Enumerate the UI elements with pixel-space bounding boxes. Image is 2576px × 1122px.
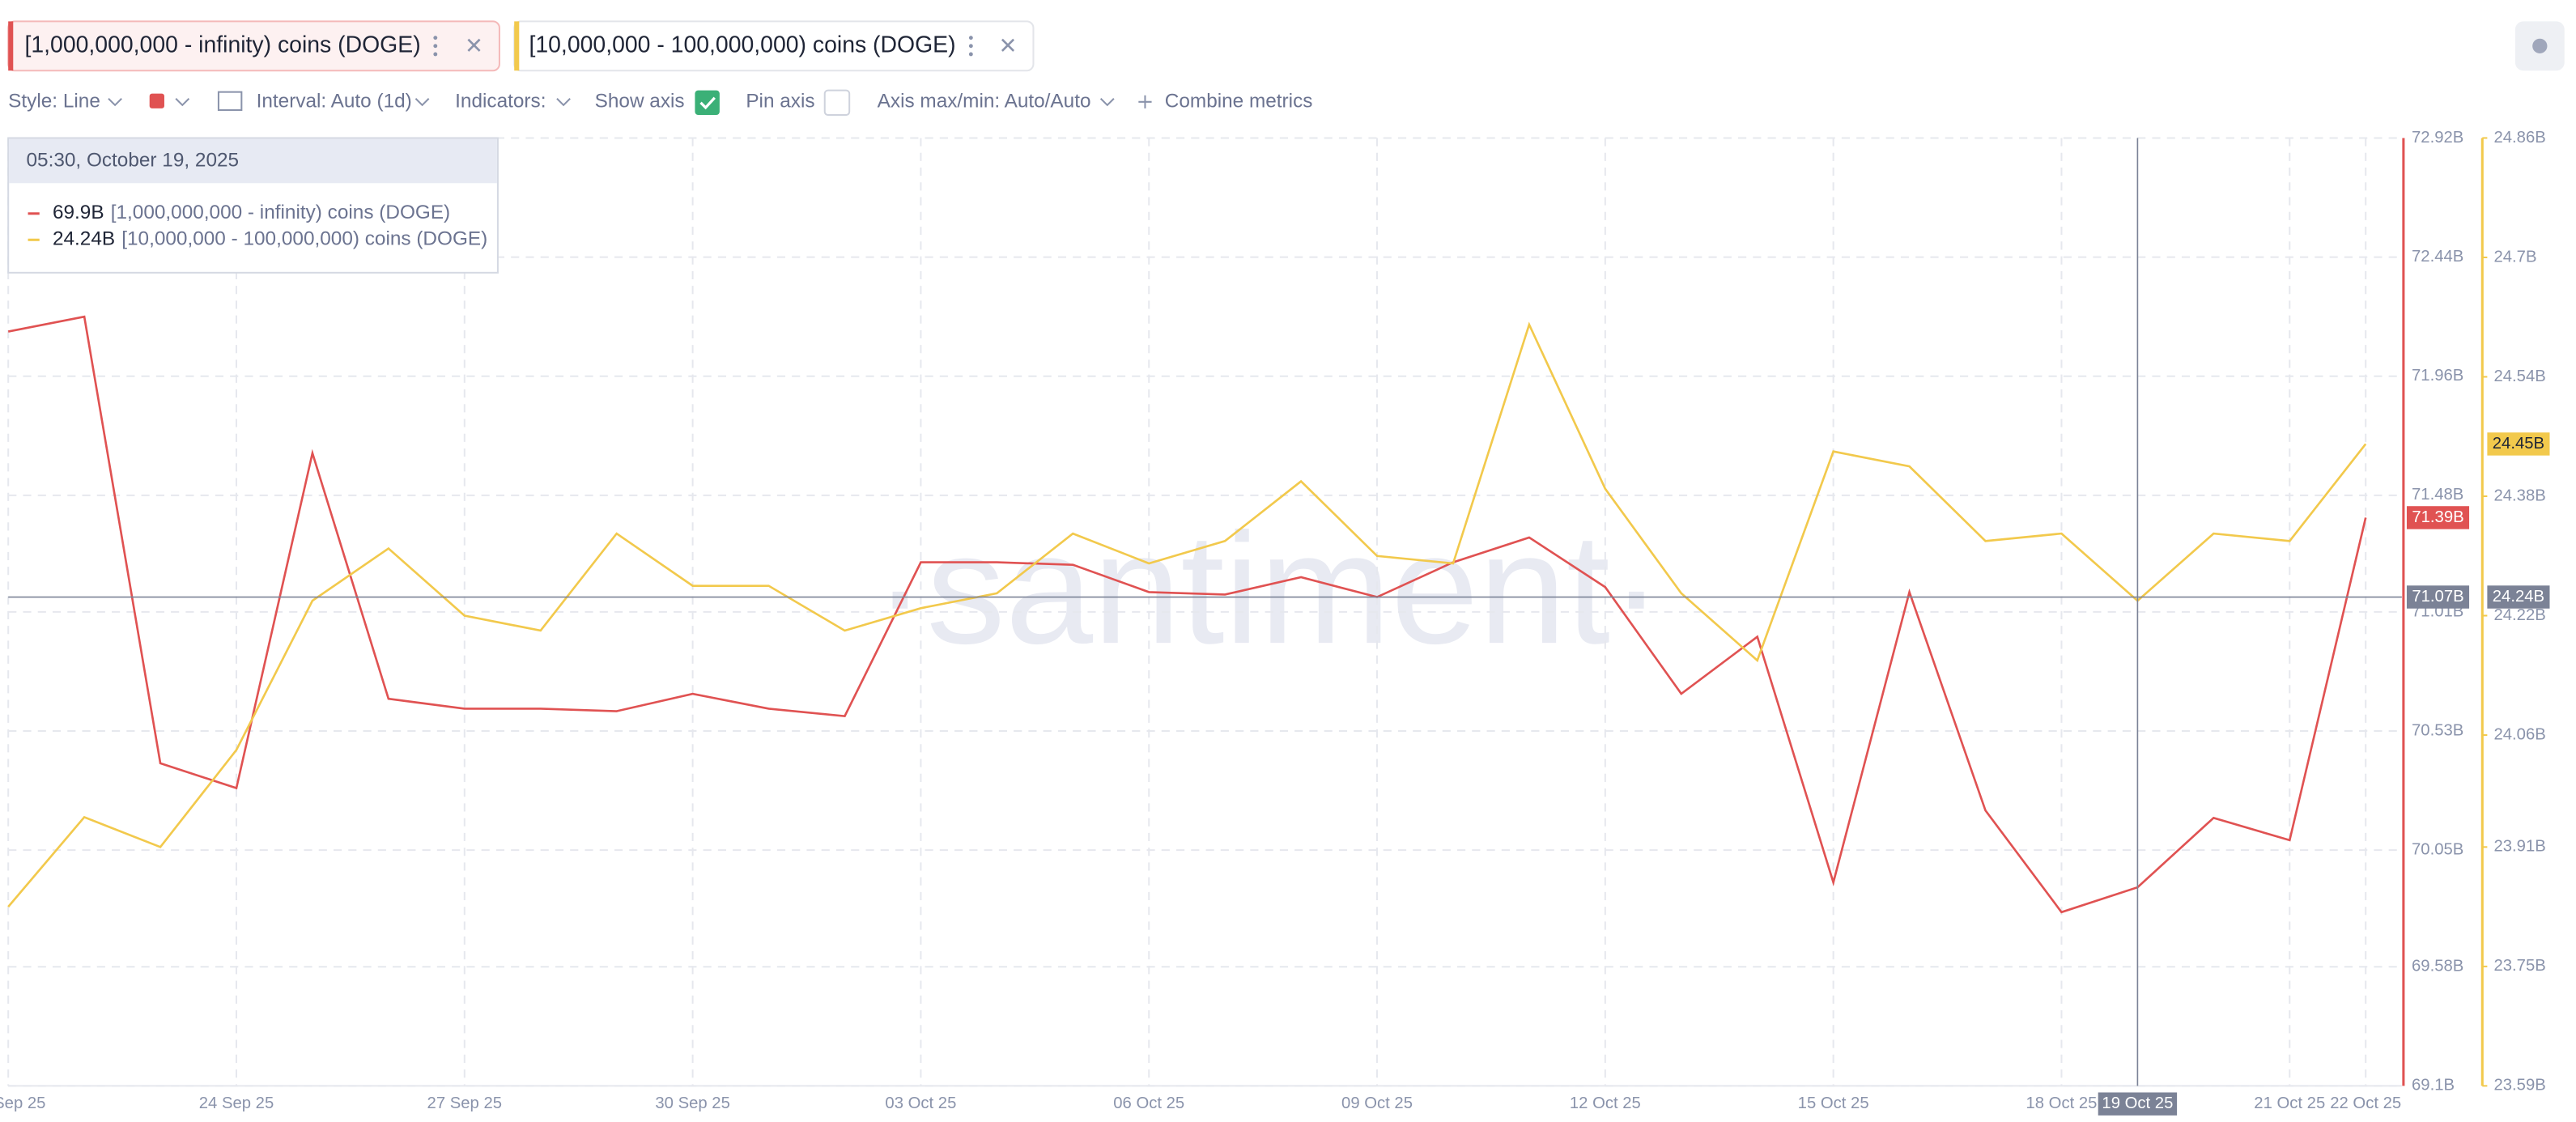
y-tick-label: 71.48B (2412, 486, 2463, 504)
axis-minmax-menu[interactable]: Axis max/min: Auto/Auto (878, 90, 1091, 112)
y2-tick-label: 24.7B (2493, 248, 2536, 266)
chip-menu[interactable] (433, 36, 438, 57)
y-tick-label: 72.92B (2412, 129, 2463, 147)
chip-label: [1,000,000,000 - infinity) coins (DOGE) (24, 32, 420, 57)
crosshair-x-label: 19 Oct 25 (2102, 1094, 2173, 1112)
x-tick-label: 21 Sep 25 (0, 1094, 45, 1112)
tooltip-value: 69.9B (53, 202, 104, 223)
series-line (7, 315, 2367, 914)
y-tick-label: 72.44B (2412, 248, 2463, 266)
crosshair-badge (2487, 585, 2550, 609)
last-value-label: 71.39B (2412, 508, 2463, 526)
tooltip-name: [10,000,000 - 100,000,000) coins (DOGE) (121, 228, 487, 250)
style-menu[interactable]: Style: Line (8, 90, 100, 112)
x-tick-label: 22 Oct 25 (2330, 1094, 2401, 1112)
tooltip-name: [1,000,000,000 - infinity) coins (DOGE) (111, 202, 450, 223)
x-tick-label: 21 Oct 25 (2254, 1094, 2325, 1112)
color-picker[interactable] (149, 93, 164, 108)
y2-tick-label: 23.91B (2493, 838, 2545, 856)
chip-close[interactable] (1001, 38, 1015, 52)
show-axis-checkbox[interactable] (695, 90, 720, 116)
plus-icon (1138, 95, 1152, 108)
watermark: ·santiment· (874, 501, 1663, 677)
chevron (108, 98, 122, 107)
interval-icon (217, 91, 243, 111)
crosshair-badge (2406, 585, 2470, 609)
x-tick-label: 18 Oct 25 (2026, 1094, 2097, 1112)
y2-tick-label: 24.38B (2493, 487, 2545, 504)
tooltip-entry: 69.9B [1,000,000,000 - infinity) coins (D… (53, 202, 450, 223)
y2-tick-label: 23.75B (2493, 957, 2545, 975)
x-tick-label: 15 Oct 25 (1798, 1094, 1869, 1112)
y-tick-label: 71.96B (2412, 367, 2463, 385)
x-tick-label: 30 Sep 25 (655, 1094, 729, 1112)
x-tick-label: 12 Oct 25 (1570, 1094, 1641, 1112)
y-tick-label: 69.1B (2412, 1077, 2455, 1094)
y2-tick-label: 24.22B (2493, 606, 2545, 624)
tooltip-value: 24.24B (53, 228, 115, 250)
chip-menu[interactable] (968, 36, 973, 57)
x-tick-label: 03 Oct 25 (885, 1094, 956, 1112)
tooltip-date: 05:30, October 19, 2025 (27, 149, 240, 171)
chevron (414, 98, 430, 107)
crosshair-y2-label: 24.24B (2493, 588, 2544, 606)
y-tick-label: 70.53B (2412, 721, 2463, 739)
last-value-badge (2487, 432, 2550, 456)
indicators-menu[interactable]: Indicators: (455, 90, 546, 112)
y-tick-label: 70.05B (2412, 841, 2463, 859)
y2-tick-label: 24.86B (2493, 129, 2545, 147)
x-tick-label: 27 Sep 25 (427, 1094, 502, 1112)
chevron (175, 98, 190, 107)
interval-menu[interactable]: Interval: Auto (1d) (257, 90, 412, 112)
combine-metrics[interactable]: Combine metrics (1165, 90, 1313, 112)
y2-tick-label: 24.06B (2493, 725, 2545, 743)
last-value-label: 24.45B (2493, 435, 2544, 453)
y-tick-label: 69.58B (2412, 958, 2463, 975)
chip-stripe (8, 21, 14, 71)
x-tick-label: 09 Oct 25 (1341, 1094, 1413, 1112)
chevron (556, 98, 571, 107)
y2-tick-label: 24.54B (2493, 368, 2545, 385)
pin-axis-label: Pin axis (746, 90, 814, 112)
chevron (1099, 98, 1115, 107)
x-tick-label: 06 Oct 25 (1113, 1094, 1184, 1112)
tooltip-entry: 24.24B [10,000,000 - 100,000,000) coins (… (53, 228, 487, 250)
crosshair-badge (2098, 1092, 2178, 1116)
y2-tick-label: 23.59B (2493, 1077, 2545, 1094)
tooltip-header (9, 138, 497, 184)
last-value-badge (2406, 506, 2470, 529)
crosshair-y-label: 71.07B (2412, 588, 2463, 606)
series-line (7, 321, 2367, 907)
chip-close[interactable] (467, 38, 481, 52)
checkmark (699, 96, 716, 110)
show-axis-label: Show axis (595, 90, 685, 112)
x-tick-label: 24 Sep 25 (199, 1094, 274, 1112)
settings-icon (2532, 38, 2548, 53)
pin-axis-checkbox[interactable] (823, 89, 851, 117)
chip-label: [10,000,000 - 100,000,000) coins (DOGE) (529, 32, 955, 57)
chip-stripe (514, 21, 520, 71)
